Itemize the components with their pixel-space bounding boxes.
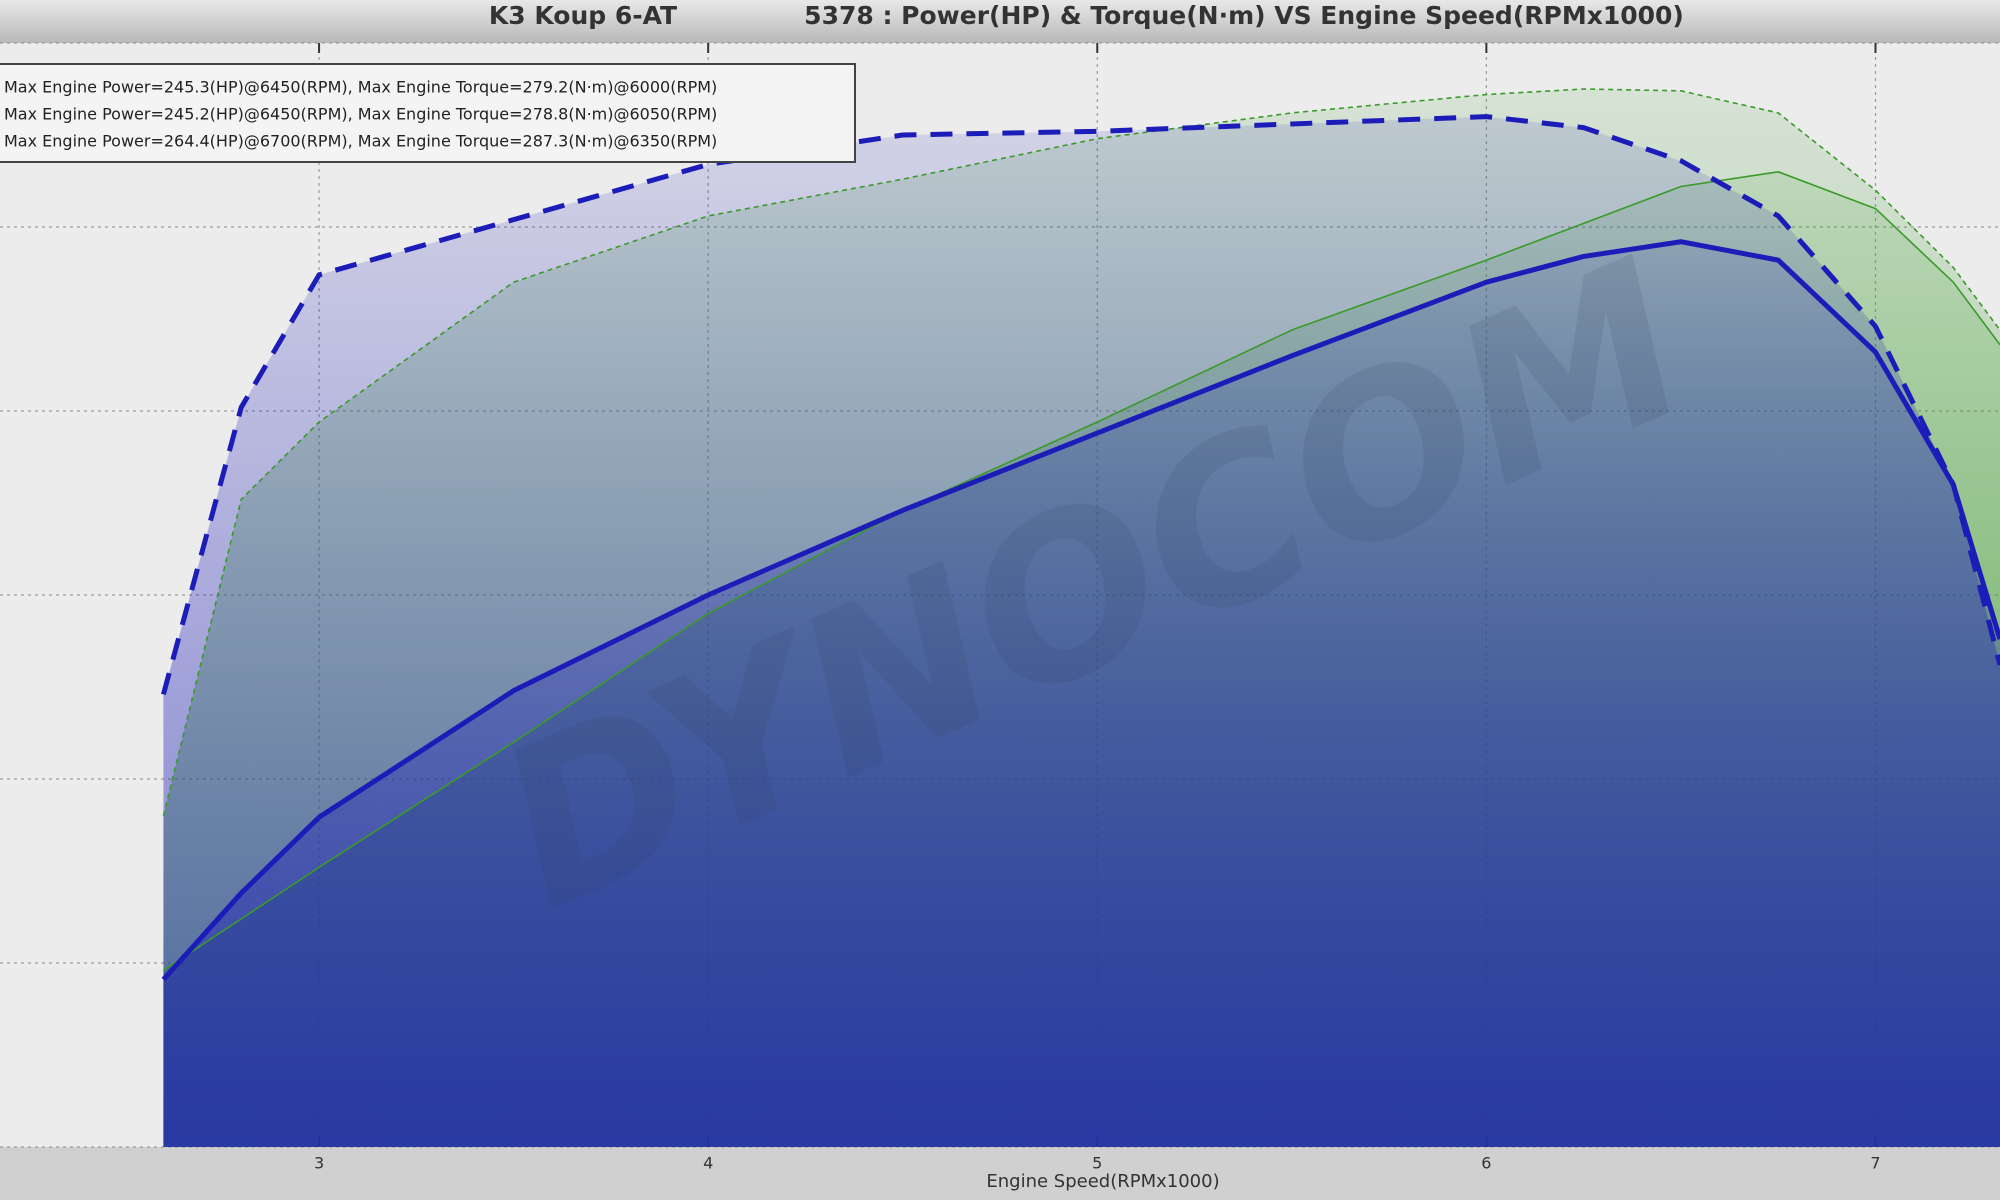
plot <box>0 42 2000 1148</box>
legend-box <box>0 63 856 163</box>
chart-title: K3 Koup 6-AT <box>489 1 677 30</box>
legend-entry: Max Engine Power=245.3(HP)@6450(RPM), Ma… <box>4 78 717 97</box>
legend-entry: Max Engine Power=264.4(HP)@6700(RPM), Ma… <box>4 132 717 151</box>
series-line <box>161 239 2000 982</box>
area <box>163 241 2000 1147</box>
legend-entry: Max Engine Power=245.2(HP)@6450(RPM), Ma… <box>4 105 717 124</box>
chart-subtitle: 5378 : Power(HP) & Torque(N·m) VS Engine… <box>804 1 1684 30</box>
series-line <box>161 114 2000 696</box>
x-axis-label: Engine Speed(RPMx1000) <box>986 1171 1219 1192</box>
legend: Max Engine Power=245.3(HP)@6450(RPM), Ma… <box>4 78 717 151</box>
x-tick-label: 4 <box>703 1154 713 1173</box>
series-line <box>162 171 2000 972</box>
x-tick-label: 7 <box>1870 1154 1880 1173</box>
x-tick-label: 6 <box>1481 1154 1491 1173</box>
axis-bar <box>0 1147 2000 1200</box>
x-tick-label: 3 <box>314 1154 324 1173</box>
x-tick-label: 5 <box>1092 1154 1102 1173</box>
series-line <box>162 88 2000 816</box>
title-bar <box>0 0 2000 43</box>
